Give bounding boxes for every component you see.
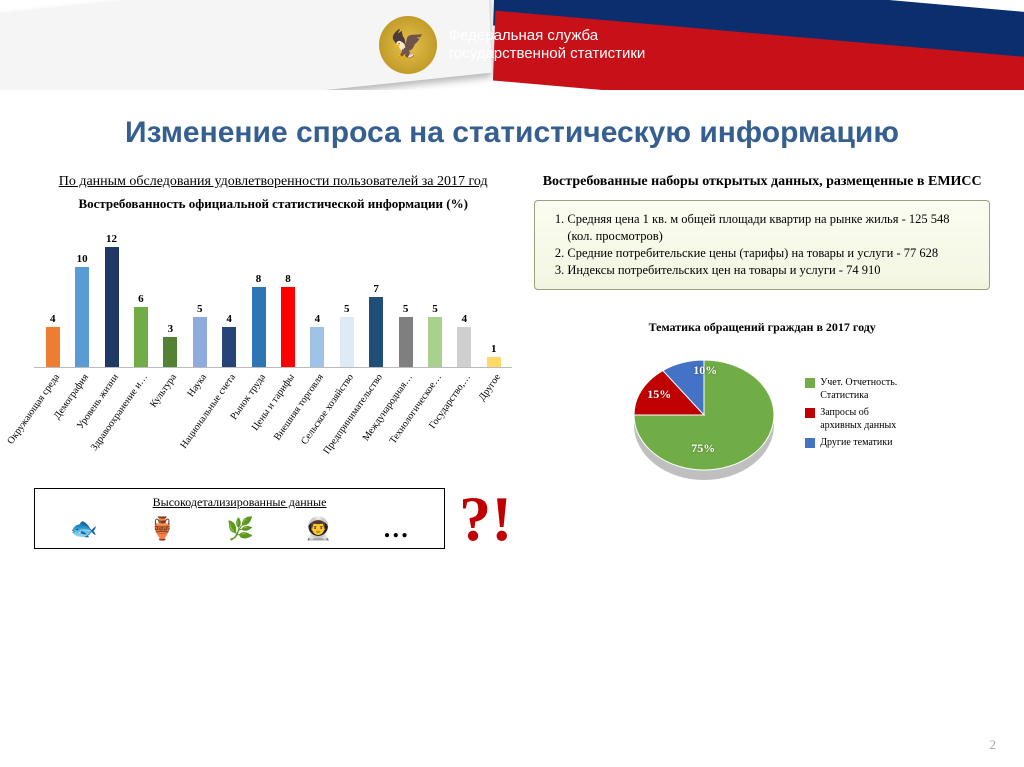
detail-icon: 👨‍🚀 xyxy=(305,516,332,542)
left-subtitle: По данным обследования удовлетворенности… xyxy=(34,174,512,190)
bar xyxy=(75,267,89,367)
content: По данным обследования удовлетворенности… xyxy=(0,174,1024,549)
bar-col: 5 xyxy=(393,303,418,367)
legend-label: Другие тематики xyxy=(820,436,892,449)
bar xyxy=(252,287,266,367)
legend-label: Учет. Отчетность. Статистика xyxy=(820,376,905,402)
bar-value: 3 xyxy=(168,323,174,335)
bar-col: 8 xyxy=(246,273,271,367)
info-box-item: Средняя цена 1 кв. м общей площади кварт… xyxy=(567,211,975,245)
emblem-icon: 🦅 xyxy=(379,16,437,74)
pie-chart-title: Тематика обращений граждан в 2017 году xyxy=(534,320,990,335)
bar-chart: 4 10 12 6 3 5 4 8 8 4 5 7 5 5 4 1 xyxy=(34,218,512,368)
detail-icon: 🏺 xyxy=(148,516,175,542)
bar-value: 5 xyxy=(432,303,438,315)
bar-value: 5 xyxy=(197,303,203,315)
legend-swatch xyxy=(805,438,815,448)
bar xyxy=(428,317,442,367)
detail-icon: 🌿 xyxy=(227,516,254,542)
info-box-item: Индексы потребительских цен на товары и … xyxy=(567,262,975,279)
bar-value: 12 xyxy=(106,233,117,245)
detail-dots: … xyxy=(383,514,409,544)
bar-col: 1 xyxy=(481,343,506,367)
org-name: Федеральная служба государственной стати… xyxy=(449,27,646,63)
bar xyxy=(281,287,295,367)
info-box: Средняя цена 1 кв. м общей площади кварт… xyxy=(534,200,990,290)
bar-value: 1 xyxy=(491,343,497,355)
bar-value: 8 xyxy=(256,273,262,285)
pie-chart: 75% 15% 10% xyxy=(619,345,789,485)
page-number: 2 xyxy=(990,737,997,753)
pie-legend: Учет. Отчетность. Статистика Запросы об а… xyxy=(805,376,905,453)
page-title: Изменение спроса на статистическую инфор… xyxy=(0,116,1024,150)
bar-col: 6 xyxy=(128,293,153,367)
header: 🦅 Федеральная служба государственной ста… xyxy=(0,0,1024,90)
detail-icon: 🐟 xyxy=(70,516,97,542)
pie-slice-label: 75% xyxy=(691,441,715,456)
bar xyxy=(222,327,236,367)
bar-col: 5 xyxy=(187,303,212,367)
bar-label: Здравоохранение и… xyxy=(128,368,153,466)
bar xyxy=(399,317,413,367)
bar xyxy=(134,307,148,367)
bar-chart-title: Востребованность официальной статистичес… xyxy=(34,196,512,212)
detail-box: Высокодетализированные данные 🐟 🏺 🌿 👨‍🚀 … xyxy=(34,488,445,549)
bar-value: 7 xyxy=(373,283,379,295)
detail-icons: 🐟 🏺 🌿 👨‍🚀 … xyxy=(45,514,434,544)
bar-col: 5 xyxy=(334,303,359,367)
bar-col: 3 xyxy=(158,323,183,367)
bar-col: 7 xyxy=(363,283,388,367)
bar-chart-labels: Окружающая средаДемографияУровень жизниЗ… xyxy=(34,368,512,466)
detail-row: Высокодетализированные данные 🐟 🏺 🌿 👨‍🚀 … ?! xyxy=(34,488,512,549)
pie-slice-label: 15% xyxy=(647,387,671,402)
right-head: Востребованные наборы открытых данных, р… xyxy=(534,174,990,190)
bar xyxy=(457,327,471,367)
bar-col: 12 xyxy=(99,233,124,367)
bar-value: 8 xyxy=(285,273,291,285)
bar-col: 4 xyxy=(452,313,477,367)
bar xyxy=(310,327,324,367)
bar-value: 10 xyxy=(77,253,88,265)
bar-value: 4 xyxy=(50,313,56,325)
bar-value: 6 xyxy=(138,293,144,305)
bar-col: 4 xyxy=(305,313,330,367)
bar-value: 4 xyxy=(462,313,468,325)
pie-slice-label: 10% xyxy=(693,363,717,378)
question-exclaim-icon: ?! xyxy=(459,493,512,544)
bar xyxy=(340,317,354,367)
legend-item: Учет. Отчетность. Статистика xyxy=(805,376,905,402)
bar-col: 8 xyxy=(275,273,300,367)
org-line1: Федеральная служба xyxy=(449,27,646,45)
legend-item: Другие тематики xyxy=(805,436,905,449)
bar-value: 4 xyxy=(226,313,232,325)
legend-swatch xyxy=(805,408,815,418)
info-box-item: Средние потребительские цены (тарифы) на… xyxy=(567,245,975,262)
bar-col: 4 xyxy=(216,313,241,367)
pie-wrap: 75% 15% 10% Учет. Отчетность. Статистика За… xyxy=(534,345,990,485)
left-column: По данным обследования удовлетворенности… xyxy=(34,174,512,549)
bar-label: Культура xyxy=(158,368,183,466)
legend-item: Запросы об архивных данных xyxy=(805,406,905,432)
detail-title: Высокодетализированные данные xyxy=(45,495,434,510)
org-line2: государственной статистики xyxy=(449,45,646,63)
bar-value: 4 xyxy=(315,313,321,325)
bar-value: 5 xyxy=(403,303,409,315)
bar xyxy=(105,247,119,367)
bar xyxy=(46,327,60,367)
bar-label: Другое xyxy=(481,368,506,466)
bar xyxy=(369,297,383,367)
right-column: Востребованные наборы открытых данных, р… xyxy=(534,174,990,549)
bar-col: 10 xyxy=(69,253,94,367)
bar-col: 5 xyxy=(422,303,447,367)
legend-swatch xyxy=(805,378,815,388)
bar-label: Государство,… xyxy=(452,368,477,466)
bar xyxy=(487,357,501,367)
bar xyxy=(163,337,177,367)
legend-label: Запросы об архивных данных xyxy=(820,406,905,432)
bar-col: 4 xyxy=(40,313,65,367)
bar xyxy=(193,317,207,367)
bar-value: 5 xyxy=(344,303,350,315)
